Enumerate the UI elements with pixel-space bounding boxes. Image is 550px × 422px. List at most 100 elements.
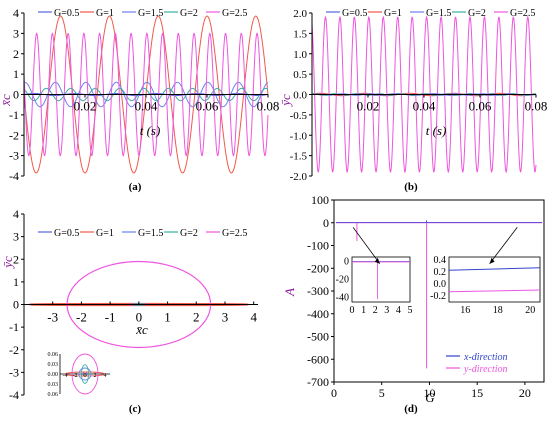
legend-label-y-direction: y-direction — [463, 364, 508, 375]
legend-label: G=1.5 — [426, 8, 451, 19]
x-tick-label: 0.08 — [257, 99, 280, 114]
x-tick-label: 4 — [250, 310, 257, 325]
inset-right-x-tick-label: 18 — [493, 305, 503, 316]
y-tick-label: -100 — [307, 239, 329, 253]
inset-right-frame — [448, 256, 541, 303]
inset-x-tick-label: -4 — [63, 373, 68, 379]
y-tick-label: 0 — [323, 216, 329, 230]
x-tick-label: 2 — [193, 310, 200, 325]
panel-d: 0 5 10 15 201000-100-200-300-400-500-600-700… — [282, 193, 545, 405]
y-tick-label: 0.5 — [293, 69, 307, 81]
legend-label: G=0.5 — [54, 8, 79, 19]
x-tick-label: 0 — [331, 386, 337, 400]
y-tick-label: 0 — [13, 88, 19, 102]
y-tick-label: -4 — [9, 388, 19, 402]
legend-label: G=2 — [180, 228, 198, 239]
inset-left-x-tick-label: 4 — [396, 305, 401, 316]
panel-label-d: (d) — [404, 403, 418, 415]
inset-x-tick-label: 0 — [84, 373, 87, 379]
y-tick-label: -1 — [9, 320, 19, 334]
inset-left-y-tick-label: 0 — [344, 257, 349, 268]
x-tick-label: 20 — [519, 386, 531, 400]
x-axis-label: G — [425, 390, 435, 405]
y-tick-label: 3 — [13, 230, 19, 244]
panel-a: 0.02 0.04 0.06 0.08 -4 -3 -2 -1 0 1 2 3 4 G=0.5 G=1 G=1… — [0, 6, 279, 183]
y-tick-label: 100 — [311, 193, 329, 207]
y-tick-label: 2 — [13, 252, 19, 266]
inset-y-tick-label: 0.06 — [48, 352, 59, 358]
y-axis-label: A — [282, 288, 297, 297]
legend-label: G=2 — [468, 8, 486, 19]
inset-right-y-tick-label: -0.2 — [430, 291, 446, 302]
x-tick-label: 0.04 — [135, 99, 158, 114]
y-tick-label: -1.0 — [290, 130, 308, 142]
inset-x-tick-label: -2 — [73, 373, 78, 379]
inset-y-tick-label: 0.03 — [48, 362, 59, 368]
y-tick-label: 1.0 — [293, 49, 307, 61]
y-tick-label: 4 — [13, 6, 19, 20]
legend-label: G=2 — [180, 8, 198, 19]
panel-label-c: (c) — [129, 403, 142, 415]
y-tick-label: 1 — [13, 275, 19, 289]
inset-right-y-tick-label: 0.2 — [434, 267, 447, 278]
inset-right-x-direction — [448, 267, 541, 271]
x-tick-label: 0.06 — [469, 99, 492, 114]
y-tick-label: -1 — [9, 108, 19, 122]
legend-label: G=0.5 — [342, 8, 367, 19]
y-tick-label: 3 — [13, 26, 19, 40]
y-tick-label: -400 — [307, 307, 329, 321]
x-tick-label: 15 — [471, 386, 483, 400]
x-tick-label: 10 — [423, 386, 435, 400]
x-tick-label: -3 — [47, 310, 58, 325]
y-tick-label: -300 — [307, 284, 329, 298]
y-tick-label: -0.5 — [290, 110, 308, 122]
inset-left-y-tick-label: -20 — [336, 275, 349, 286]
y-tick-label: -2 — [9, 128, 19, 142]
x-tick-label: 5 — [379, 386, 385, 400]
legend-label-x-direction: x-direction — [463, 352, 508, 363]
x-tick-label: -2 — [76, 310, 87, 325]
x-tick-label: 1 — [164, 310, 171, 325]
arrow-right-shaft — [489, 227, 518, 264]
inset-y-tick-label: 0.03 — [48, 382, 59, 388]
series-line-G=2.5 — [23, 32, 269, 157]
x-tick-label: 3 — [222, 310, 229, 325]
arrow-left-head — [374, 257, 380, 264]
y-tick-label: 1 — [13, 67, 19, 81]
panel-label-a: (a) — [129, 181, 142, 193]
inset-right-x-tick-label: 20 — [525, 305, 535, 316]
inset-left-y-tick-label: -40 — [336, 293, 349, 304]
series-line-G=1.5 — [23, 81, 269, 108]
x-tick-label: 0.08 — [525, 99, 548, 114]
y-tick-label: -2 — [9, 343, 19, 357]
inset-orbit-G=2.5 — [71, 353, 99, 395]
legend-label: G=2.5 — [510, 8, 535, 19]
inset-x-tick-label: 4 — [104, 373, 107, 379]
x-tick-label: 0.02 — [357, 99, 380, 114]
y-tick-label: -3 — [9, 149, 19, 163]
y-tick-label: 1.5 — [293, 28, 307, 40]
inset-right-x-tick-label: 16 — [460, 305, 470, 316]
y-axis-label: ȳc — [278, 94, 293, 108]
inset-right-y-direction — [448, 289, 541, 293]
y-tick-label: -3 — [9, 365, 19, 379]
inset-right-y-tick-label: 0.4 — [434, 255, 447, 266]
legend-label: G=0.5 — [54, 228, 79, 239]
panel-c: -3 -2 -1 0 1 2 3 4 -4 -3 -2 -1 0 1 2 3 4 G=0.5 G=1 G=1.5 G=2… — [0, 207, 258, 402]
inset-left-frame — [351, 256, 411, 303]
y-tick-label: -200 — [307, 261, 329, 275]
y-tick-label: 0 — [13, 298, 19, 312]
y-tick-label: -4 — [9, 169, 19, 183]
inset-orbit-G=1.5 — [78, 367, 92, 381]
legend-label: G=2.5 — [222, 228, 247, 239]
inset-left-x-tick-label: 3 — [384, 305, 389, 316]
panel-label-b: (b) — [404, 181, 418, 193]
inset-y-tick-label: 0.06 — [48, 392, 59, 398]
x-tick-label: 0.02 — [74, 99, 97, 114]
inset-y-tick-label: 0.00 — [48, 372, 59, 378]
x-tick-label: -1 — [105, 310, 116, 325]
inset-left-x-tick-label: 5 — [408, 305, 413, 316]
x-tick-label: 0.04 — [413, 99, 436, 114]
legend-label: G=1 — [96, 228, 114, 239]
x-axis-label: t (s) — [426, 123, 447, 138]
